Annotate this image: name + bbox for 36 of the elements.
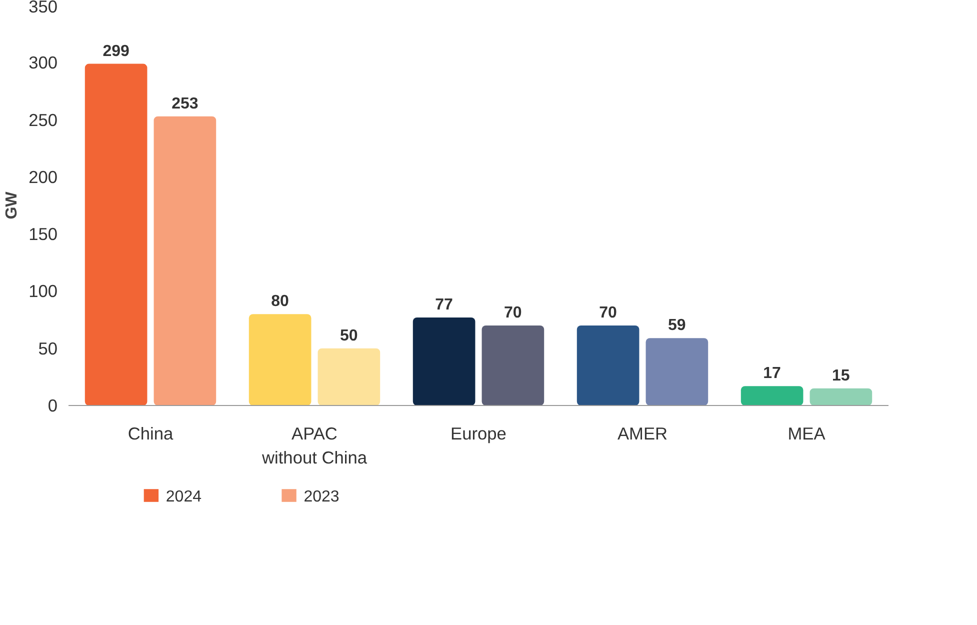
legend-label: 2024: [166, 488, 202, 506]
y-tick-label: 300: [28, 52, 58, 73]
y-tick-label: 100: [28, 281, 58, 302]
y-tick-label: 0: [48, 396, 58, 416]
bar: [646, 338, 708, 406]
bar: [740, 386, 804, 406]
y-tick-label: 250: [28, 110, 58, 130]
bar: [154, 116, 216, 406]
legend-label: 2023: [304, 488, 340, 506]
y-tick-label: 350: [28, 0, 58, 16]
data-label: 70: [504, 304, 522, 322]
x-tick-label: MEA: [788, 424, 826, 444]
x-tick-label: Europe: [450, 424, 506, 444]
x-tick-label: APAC without China: [261, 424, 368, 468]
y-tick-label: 50: [38, 338, 58, 358]
data-label: 17: [763, 365, 782, 382]
data-label: 70: [599, 304, 618, 322]
y-tick-label: 150: [28, 224, 58, 244]
data-label: 299: [102, 42, 130, 60]
data-label: 77: [435, 296, 454, 314]
x-tick-label: AMER: [617, 424, 668, 444]
data-label: 253: [172, 95, 198, 112]
data-label: 50: [340, 327, 358, 344]
data-label: 80: [271, 293, 290, 310]
bar: [318, 348, 380, 406]
bar: [412, 318, 476, 406]
bar: [248, 314, 312, 406]
bar: [810, 388, 872, 406]
x-tick-label: China: [128, 424, 174, 444]
data-label: 15: [832, 367, 850, 384]
y-axis-title: GW: [4, 190, 21, 220]
y-tick-label: 200: [28, 166, 58, 187]
bar: [576, 326, 640, 406]
bar: [84, 64, 148, 406]
bar: [482, 326, 544, 406]
data-label: 59: [668, 317, 686, 334]
